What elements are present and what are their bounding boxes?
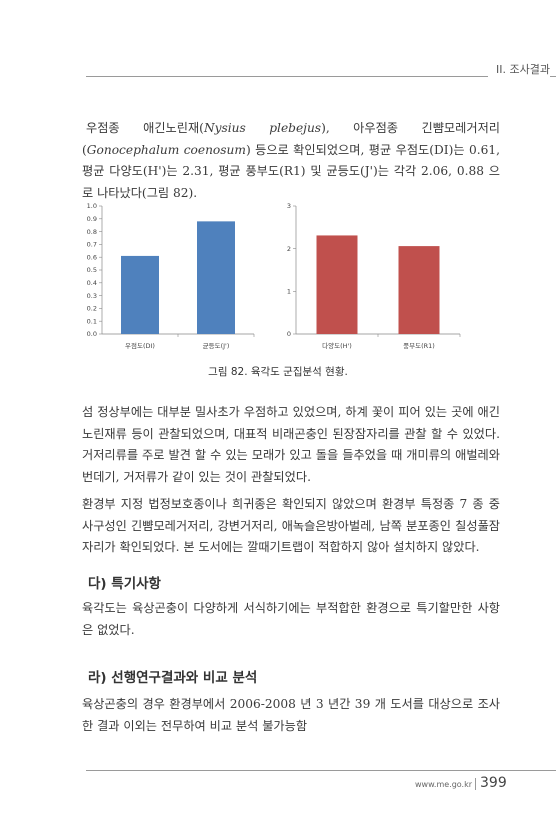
chart1-y-tick-label: 0.2 [87, 305, 97, 313]
chart1-bar [197, 221, 235, 334]
chart1-bar [121, 255, 159, 334]
chart1-y-tick-label: 0.9 [87, 215, 97, 223]
species-name-gonocephalum: Gonocephalum coenosum [86, 142, 246, 157]
chart1-y-tick-label: 0.1 [87, 317, 97, 325]
chart2-bar [316, 235, 358, 334]
paragraph-summit-observation: 섬 정상부에는 대부분 밀사초가 우점하고 있었으며, 하계 꽃이 피어 있는 … [82, 405, 500, 484]
p1-text-c: ) 등으로 확인되었으며, 평균 우점도(DI)는 0.61, 평균 다양도(H… [82, 142, 500, 200]
page-number: 399 [480, 775, 507, 791]
p1-text-a: 우점종 애긴노린재( [86, 121, 204, 135]
paragraph-dominant-species: 우점종 애긴노린재(Nysius plebejus), 아우점종 긴뺨모레거저리… [82, 118, 500, 204]
paragraph-protected-species: 환경부 지정 법정보호종이나 희귀종은 확인되지 않았으며 환경부 특정종 7 … [82, 497, 500, 554]
chart1-y-tick-label: 1.0 [87, 202, 97, 210]
chart1-y-tick-label: 0.7 [87, 241, 97, 249]
footer-url: www.me.go.kr [415, 780, 472, 789]
chart2-y-tick-label: 3 [287, 202, 291, 210]
chart2-y-tick-label: 0 [287, 330, 291, 338]
chart2-x-tick-label: 다양도(H') [322, 341, 352, 350]
footer-separator [475, 778, 476, 790]
p1-text-b: ), 아우점종 긴뺨모레거저리( [82, 121, 500, 157]
chart2-bar [398, 246, 440, 334]
species-name-nysius: Nysius plebejus [203, 121, 322, 135]
paragraph-previous-research: 육상곤충의 경우 환경부에서 2006-2008 년 3 년간 39 개 도서를… [82, 697, 500, 733]
chart1-y-tick-label: 0.3 [87, 292, 97, 300]
chart1-y-tick-label: 0.5 [87, 266, 97, 274]
community-analysis-charts: 0.0 0.1 0.2 0.3 0.4 0.5 0.6 0.7 0.8 0.9 1.0 우점도(DI)… [87, 202, 461, 350]
footer-rule [86, 770, 556, 771]
section-heading-special-notes: 다) 특기사항 [88, 576, 161, 592]
chart1-x-tick-label: 우점도(DI) [125, 342, 155, 350]
section-heading-previous-research: 라) 선행연구결과와 비교 분석 [88, 670, 258, 686]
chart1-x-tick-label: 균등도(J') [203, 342, 230, 350]
header-rule [86, 76, 556, 77]
chart1-y-tick-label: 0.4 [87, 279, 97, 287]
figure-caption: 그림 82. 육각도 군집분석 현황. [208, 366, 348, 378]
paragraph-special-notes: 육각도는 육상곤충이 다양하게 서식하기에는 부적합한 환경으로 특기할만한 사… [82, 601, 500, 637]
chart1-y-tick-label: 0.6 [87, 253, 97, 261]
chart2-x-tick-label: 풍부도(R1) [403, 342, 435, 350]
chart1-y-tick-label: 0.0 [87, 330, 97, 338]
chart2-y-tick-label: 1 [287, 288, 291, 296]
section-header-label: II. 조사결과 [488, 62, 550, 78]
chart1-y-tick-label: 0.8 [87, 228, 97, 236]
chart2-y-tick-label: 2 [287, 245, 291, 253]
